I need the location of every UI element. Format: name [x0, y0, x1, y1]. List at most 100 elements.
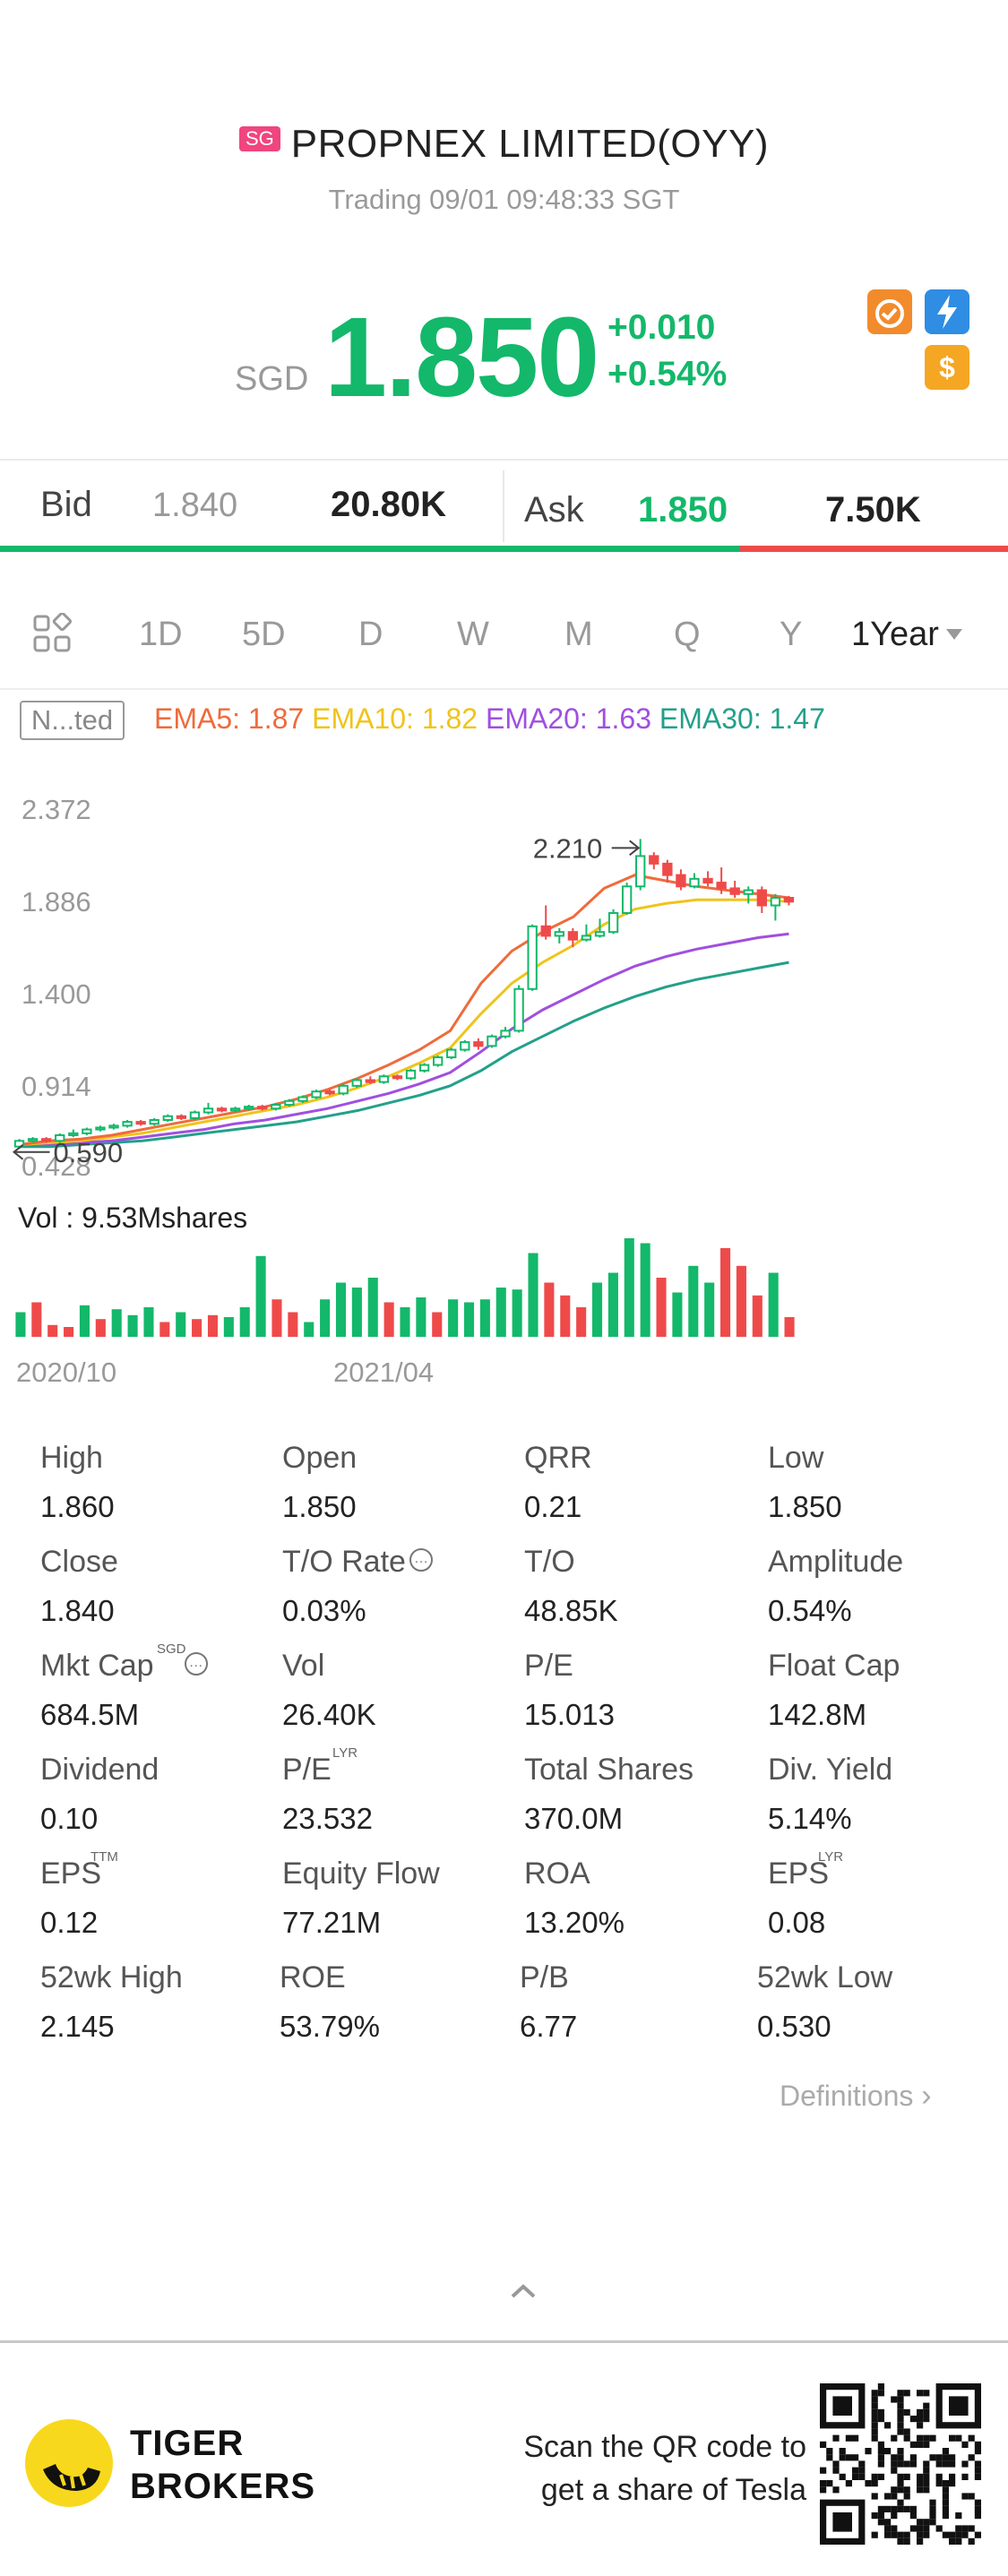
stat-label: Close — [40, 1545, 118, 1580]
indicator-selector[interactable]: N...ted — [20, 701, 125, 740]
stat-label: EPS TTM — [40, 1849, 118, 1891]
qr-module — [877, 2473, 884, 2480]
qr-module — [942, 2512, 949, 2520]
stock-title: SG PROPNEX LIMITED(OYY) — [0, 122, 1008, 176]
qr-module — [968, 2493, 975, 2500]
divider — [0, 688, 1008, 690]
candle-up — [122, 1121, 133, 1127]
tab-q[interactable]: Q — [674, 616, 701, 653]
volume-bar-up — [400, 1307, 410, 1337]
volume-bar-up — [512, 1289, 522, 1337]
stat-label-text: Vol — [282, 1649, 325, 1683]
qr-module — [923, 2486, 930, 2494]
qr-module — [942, 2480, 949, 2487]
stat-value: 6.77 — [520, 2010, 578, 2043]
candle-up — [202, 1107, 214, 1114]
price-chart[interactable]: 2.372 1.886 1.400 0.914 0.428 2.210 0.590 Vol :… — [0, 780, 1008, 1398]
lightning-icon[interactable] — [925, 289, 969, 334]
volume-bar-down — [784, 1317, 795, 1337]
x-axis-label: 2021/04 — [333, 1357, 434, 1388]
stat-label-text: 52wk Low — [757, 1960, 893, 1994]
tab-w[interactable]: W — [457, 616, 489, 653]
tab-5d[interactable]: 5D — [242, 616, 286, 653]
qr-module — [884, 2531, 892, 2538]
qr-module — [903, 2434, 910, 2442]
volume-bar-up — [768, 1272, 779, 1337]
qr-module — [974, 2505, 981, 2512]
qr-module — [949, 2434, 956, 2442]
volume-bar-up — [320, 1299, 331, 1337]
qr-module — [949, 2460, 956, 2468]
qr-module — [852, 2434, 859, 2442]
qr-module — [897, 2402, 904, 2409]
qr-module — [923, 2467, 930, 2474]
volume-bar-up — [640, 1243, 650, 1337]
qr-module — [845, 2434, 852, 2442]
definitions-link[interactable]: Definitions › — [780, 2079, 932, 2114]
candle-up — [189, 1111, 201, 1119]
qr-module — [897, 2416, 904, 2423]
qr-module — [871, 2422, 878, 2429]
qr-code — [820, 2383, 981, 2545]
chevron-right-icon: › — [921, 2079, 932, 2113]
stat-value: 15.013 — [524, 1698, 615, 1731]
qr-module — [923, 2402, 930, 2409]
volume-bar-down — [31, 1302, 42, 1337]
candle-up — [770, 897, 781, 907]
chevron-up-icon[interactable] — [507, 2280, 539, 2302]
stat-label: Low — [768, 1441, 823, 1476]
qr-module — [891, 2460, 898, 2468]
stat-value: 0.03% — [282, 1594, 366, 1627]
qr-module — [929, 2434, 936, 2442]
ask-ratio-bar — [739, 546, 1008, 552]
stat-label-text: EPS — [768, 1857, 830, 1891]
volume-bar-down — [752, 1295, 762, 1337]
dollar-icon[interactable]: $ — [925, 345, 969, 390]
volume-bar-down — [576, 1307, 587, 1337]
candle-up — [149, 1118, 159, 1125]
stat-value: 1.850 — [768, 1490, 842, 1523]
qr-module — [877, 2416, 884, 2423]
qr-module — [891, 2493, 898, 2500]
tab-d[interactable]: D — [358, 616, 383, 653]
stat-value: 684.5M — [40, 1698, 140, 1731]
stat-label-text: ROE — [280, 1960, 346, 1994]
stat-label: P/E — [524, 1649, 573, 1684]
ranking-icon[interactable] — [867, 289, 912, 334]
chart-layout-icon[interactable] — [31, 612, 73, 654]
qr-module — [923, 2434, 930, 2442]
candle-down — [473, 1041, 484, 1047]
qr-module — [949, 2531, 956, 2538]
qr-module — [877, 2383, 884, 2391]
qr-module — [974, 2467, 981, 2474]
qr-module — [865, 2480, 872, 2487]
max-marker-arrowhead — [629, 840, 641, 857]
qr-module — [891, 2396, 898, 2403]
candle-down — [216, 1107, 228, 1112]
price-change-percent: +0.54% — [607, 355, 728, 393]
qr-module — [935, 2454, 943, 2461]
qr-module — [942, 2505, 949, 2512]
candle-up — [82, 1128, 92, 1134]
volume-bar-up — [495, 1288, 506, 1337]
bid-volume: 20.80K — [331, 485, 446, 524]
candle-down — [702, 877, 713, 884]
qr-module — [820, 2486, 827, 2494]
info-icon[interactable]: … — [184, 1652, 208, 1676]
stat-label-text: P/E — [282, 1753, 332, 1787]
qr-module — [903, 2486, 910, 2494]
qr-module — [949, 2454, 956, 2461]
tab-m[interactable]: M — [564, 616, 593, 653]
qr-module — [884, 2525, 892, 2532]
candle-up — [581, 935, 592, 941]
tab-y[interactable]: Y — [780, 616, 803, 653]
stat-label-text: T/O Rate — [282, 1545, 406, 1579]
trading-status: Trading 09/01 09:48:33 SGT — [328, 184, 680, 215]
info-icon[interactable]: … — [409, 1548, 433, 1572]
stat-label-text: Open — [282, 1441, 358, 1475]
qr-module — [865, 2448, 872, 2455]
promo-text-line1: Scan the QR code to — [523, 2430, 806, 2464]
stat-value: 0.08 — [768, 1906, 826, 1939]
period-dropdown[interactable]: 1Year — [851, 616, 962, 654]
tab-1d[interactable]: 1D — [139, 616, 183, 653]
